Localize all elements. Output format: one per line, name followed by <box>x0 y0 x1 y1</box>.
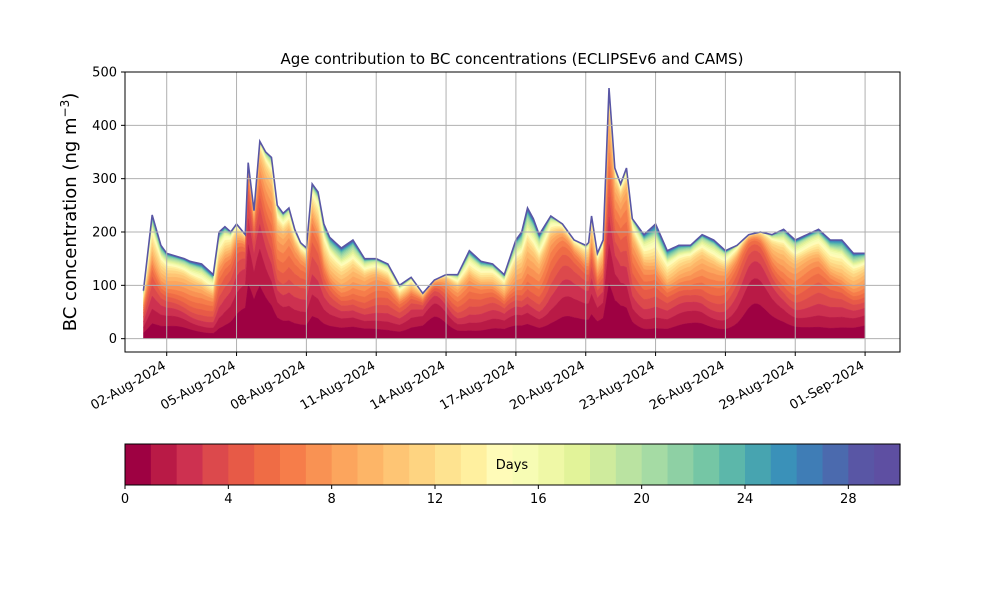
x-tick-label: 05-Aug-2024 <box>158 358 238 413</box>
colorbar-swatch <box>512 444 539 485</box>
colorbar-swatch <box>822 444 849 485</box>
y-axis: 0 100 200 300 400 500 <box>92 66 125 347</box>
x-tick-label: 08-Aug-2024 <box>228 358 308 413</box>
colorbar-swatch <box>564 444 591 485</box>
colorbar-swatch <box>538 444 565 485</box>
colorbar-tick-label: 0 <box>121 492 129 507</box>
colorbar-ticks: 0 4 8 12 16 20 24 28 <box>121 485 857 507</box>
y-axis-label-end: ) <box>60 93 81 100</box>
colorbar-swatch <box>150 444 178 485</box>
colorbar-swatch <box>305 444 333 485</box>
grid-lines <box>125 71 900 352</box>
colorbar-swatch <box>409 444 436 485</box>
colorbar-swatch <box>254 444 281 485</box>
colorbar-swatch <box>719 444 746 485</box>
colorbar-tick-label: 12 <box>427 492 444 507</box>
y-tick-label: 300 <box>92 172 117 187</box>
colorbar-swatch <box>460 444 488 485</box>
x-tick-label: 26-Aug-2024 <box>647 358 727 413</box>
colorbar-tick-label: 16 <box>530 492 547 507</box>
colorbar-swatch <box>590 444 617 485</box>
colorbar-swatch <box>693 444 720 485</box>
y-axis-label: BC concentration (ng m−3) <box>58 93 81 332</box>
colorbar-swatch <box>874 444 901 485</box>
y-tick-label: 500 <box>92 66 117 81</box>
colorbar <box>125 444 901 485</box>
y-axis-label-main: BC concentration (ng m <box>60 117 81 331</box>
x-tick-label: 20-Aug-2024 <box>507 358 587 413</box>
total-outline <box>142 87 866 295</box>
colorbar-swatch <box>202 444 229 485</box>
x-tick-label: 11-Aug-2024 <box>298 358 378 413</box>
colorbar-swatch <box>796 444 824 485</box>
y-tick-label: 200 <box>92 226 117 241</box>
chart-title: Age contribution to BC concentrations (E… <box>281 50 744 68</box>
x-axis: 02-Aug-202405-Aug-202408-Aug-202411-Aug-… <box>88 352 867 414</box>
colorbar-swatch <box>435 444 462 485</box>
colorbar-swatch <box>357 444 384 485</box>
colorbar-swatch <box>125 444 152 485</box>
x-tick-label: 02-Aug-2024 <box>88 358 168 413</box>
colorbar-swatch <box>176 444 204 485</box>
colorbar-swatch <box>331 444 359 485</box>
y-tick-label: 0 <box>109 332 117 347</box>
colorbar-label: Days <box>496 458 529 473</box>
y-tick-label: 400 <box>92 119 117 134</box>
colorbar-tick-label: 20 <box>633 492 650 507</box>
colorbar-tick-label: 8 <box>328 492 336 507</box>
x-tick-label: 14-Aug-2024 <box>368 358 448 413</box>
colorbar-swatch <box>641 444 669 485</box>
x-tick-label: 17-Aug-2024 <box>438 358 518 413</box>
x-tick-label: 29-Aug-2024 <box>717 358 797 413</box>
colorbar-tick-label: 24 <box>737 492 754 507</box>
colorbar-swatch <box>667 444 694 485</box>
colorbar-swatch <box>280 444 307 485</box>
y-axis-label-superscript: −3 <box>58 100 72 118</box>
x-tick-label: 23-Aug-2024 <box>577 358 657 413</box>
plot-frame <box>124 71 901 353</box>
colorbar-swatch <box>770 444 798 485</box>
y-tick-label: 100 <box>92 279 117 294</box>
colorbar-tick-label: 28 <box>840 492 857 507</box>
colorbar-swatch <box>745 444 772 485</box>
colorbar-frame <box>124 443 901 486</box>
colorbar-swatch <box>848 444 875 485</box>
colorbar-swatch <box>228 444 255 485</box>
colorbar-swatch <box>615 444 643 485</box>
x-tick-label: 01-Sep-2024 <box>787 358 867 413</box>
colorbar-tick-label: 4 <box>224 492 232 507</box>
colorbar-swatch <box>383 444 410 485</box>
colorbar-swatch <box>486 444 514 485</box>
